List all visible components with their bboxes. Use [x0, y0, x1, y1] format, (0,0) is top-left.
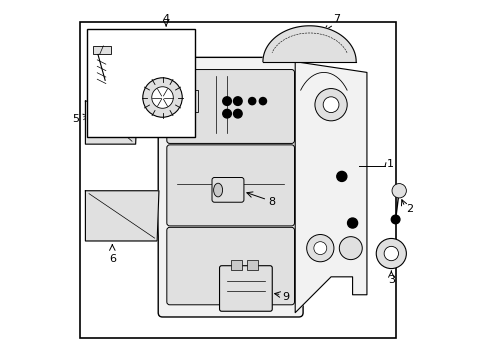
Circle shape	[376, 238, 406, 269]
Circle shape	[152, 87, 173, 108]
Bar	[231, 260, 242, 270]
Text: 6: 6	[109, 253, 116, 264]
Bar	[80, 22, 395, 338]
Bar	[87, 30, 195, 137]
Circle shape	[248, 98, 256, 105]
Text: 5: 5	[72, 114, 79, 124]
Circle shape	[315, 89, 347, 121]
Circle shape	[339, 237, 362, 260]
Circle shape	[347, 218, 358, 228]
Text: 4: 4	[163, 14, 170, 24]
FancyBboxPatch shape	[212, 177, 244, 202]
FancyBboxPatch shape	[167, 69, 294, 143]
Circle shape	[234, 97, 242, 105]
Circle shape	[259, 98, 267, 105]
Circle shape	[223, 109, 231, 118]
Polygon shape	[263, 26, 356, 62]
Text: 8: 8	[269, 197, 275, 207]
Ellipse shape	[214, 183, 222, 197]
Polygon shape	[85, 191, 159, 241]
Bar	[247, 260, 258, 270]
FancyBboxPatch shape	[167, 227, 294, 305]
Text: 3: 3	[388, 275, 395, 285]
Circle shape	[143, 78, 182, 117]
Circle shape	[337, 171, 347, 181]
Circle shape	[392, 215, 400, 224]
Circle shape	[392, 184, 406, 198]
Circle shape	[323, 97, 339, 113]
FancyBboxPatch shape	[220, 266, 272, 311]
Circle shape	[223, 97, 231, 105]
Bar	[173, 90, 198, 112]
Circle shape	[234, 109, 242, 118]
Circle shape	[384, 246, 398, 261]
Text: 2: 2	[406, 204, 413, 214]
Text: 1: 1	[387, 159, 393, 169]
FancyBboxPatch shape	[158, 57, 303, 317]
FancyBboxPatch shape	[167, 145, 294, 226]
Circle shape	[307, 234, 334, 262]
Polygon shape	[85, 101, 137, 144]
Text: 7: 7	[333, 14, 340, 24]
Circle shape	[314, 242, 327, 255]
Polygon shape	[295, 62, 367, 313]
Text: 9: 9	[283, 292, 290, 302]
Bar	[93, 45, 111, 54]
